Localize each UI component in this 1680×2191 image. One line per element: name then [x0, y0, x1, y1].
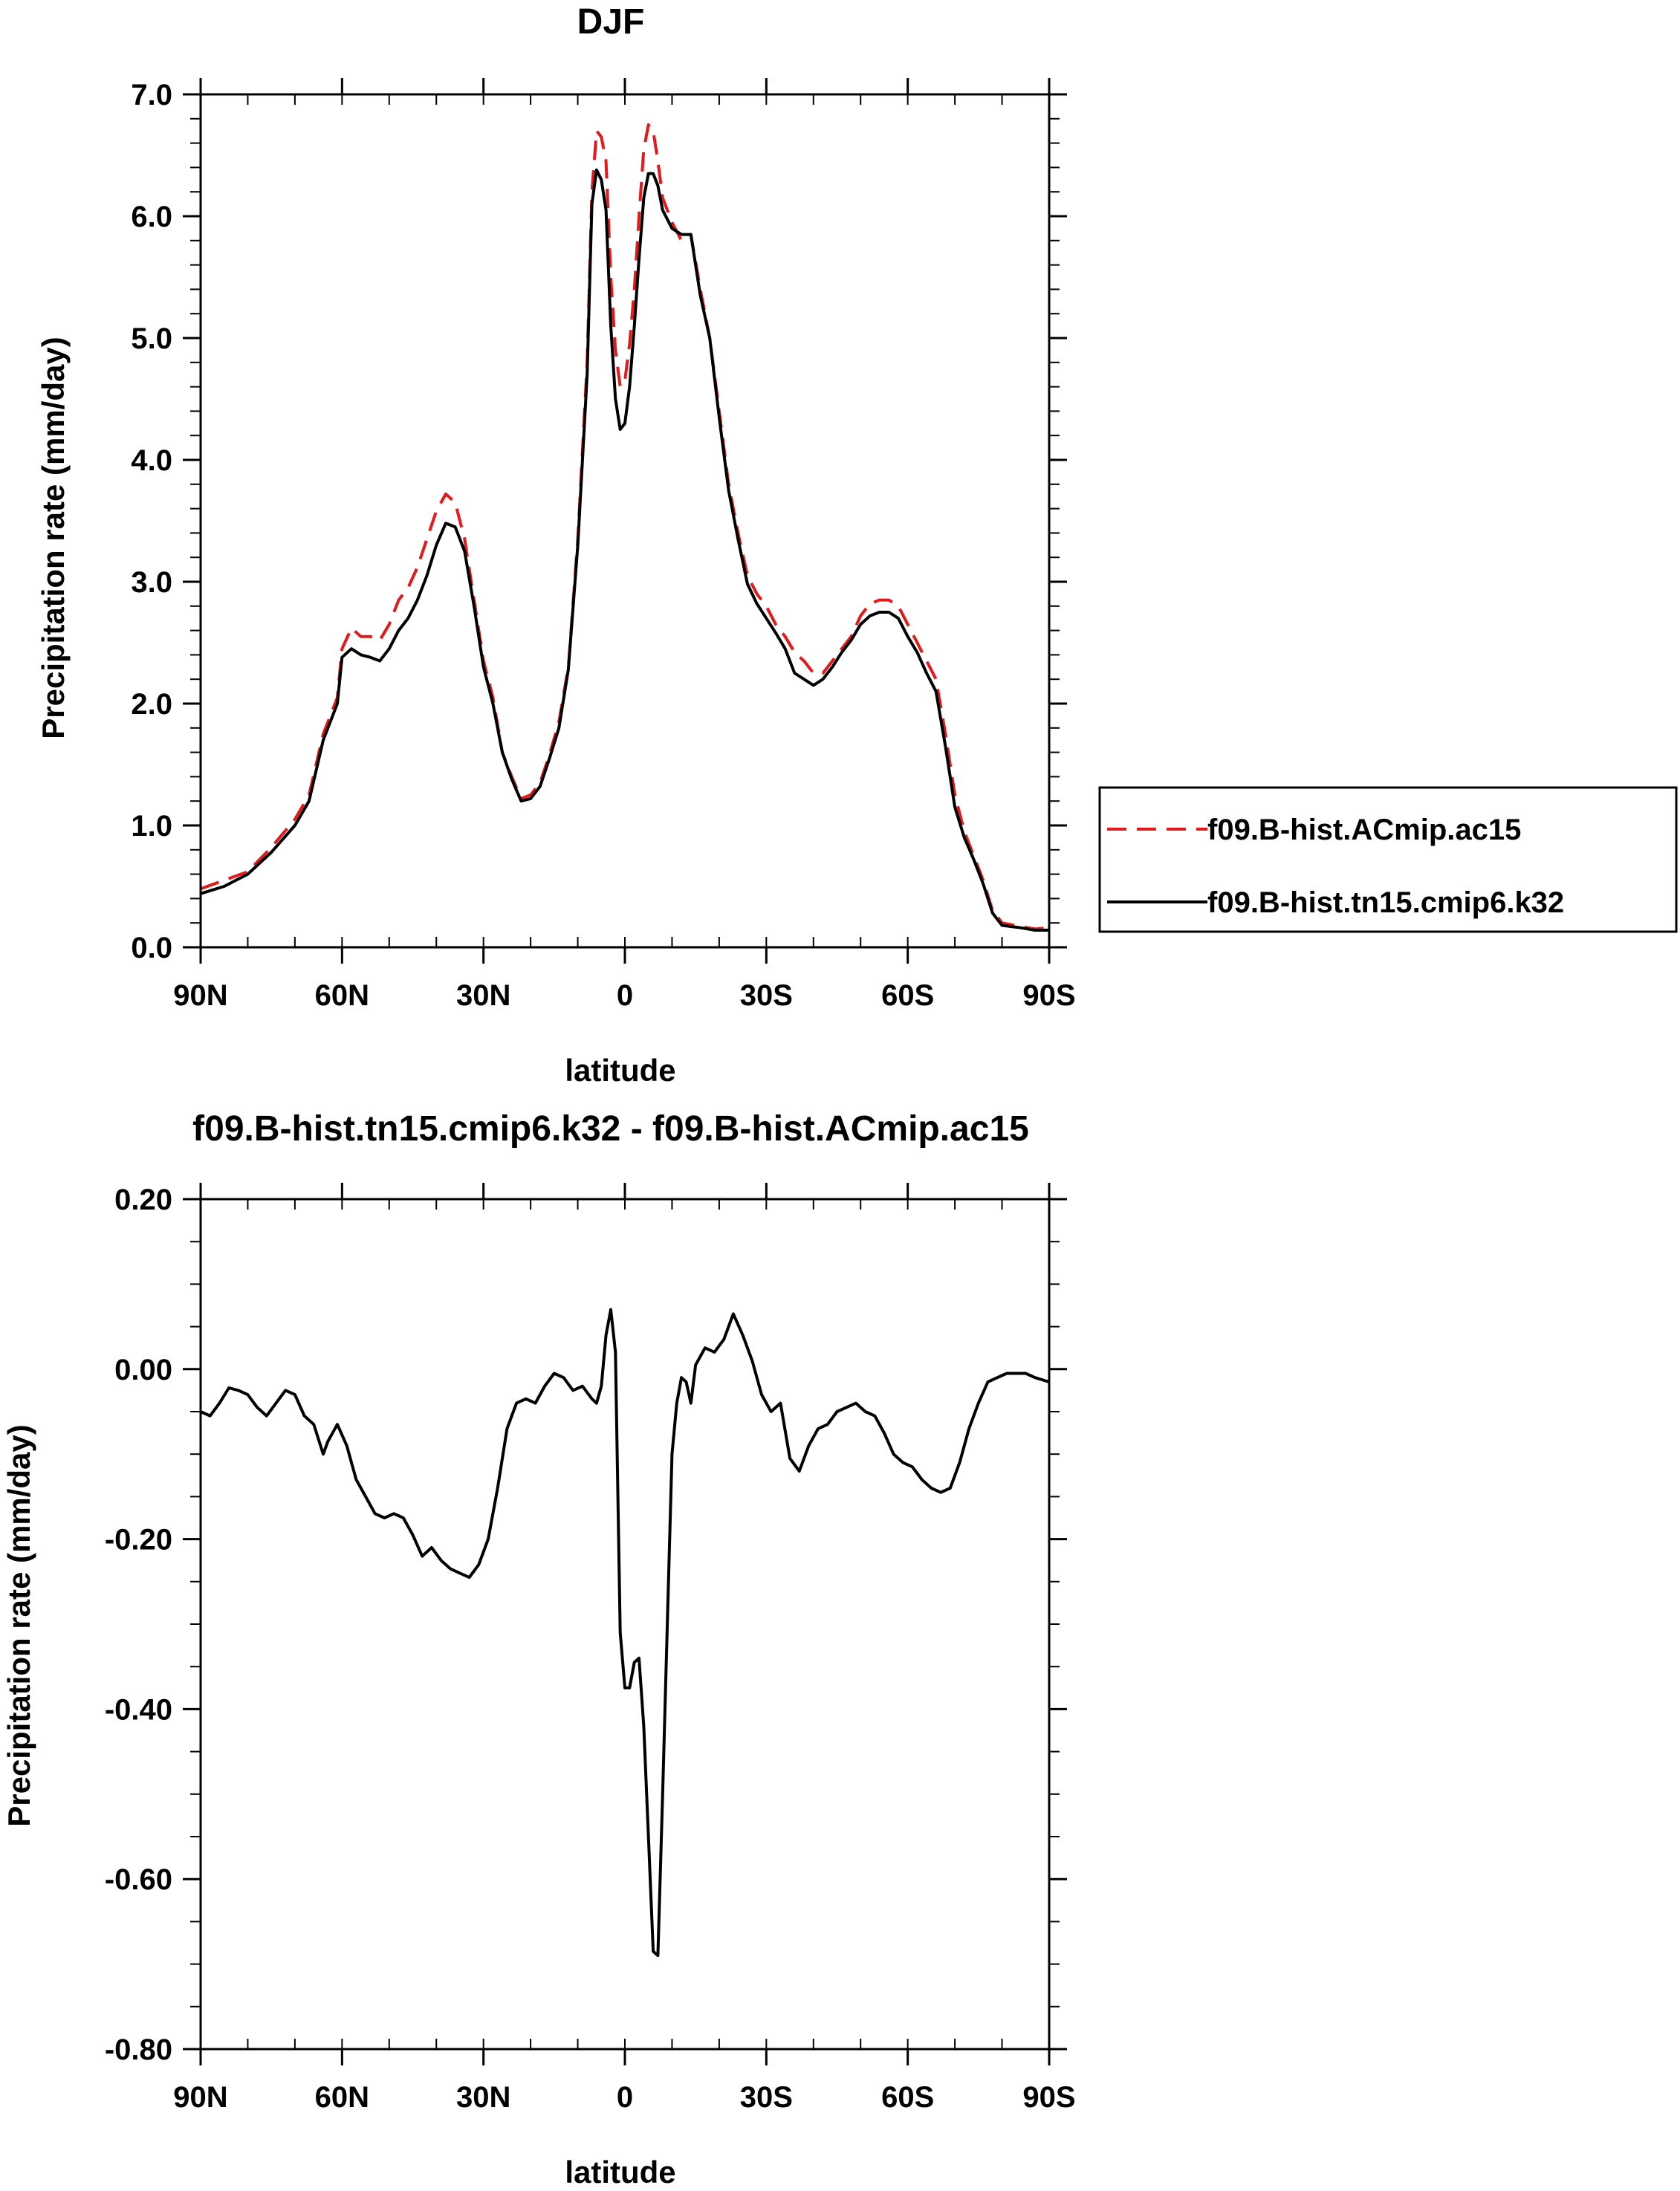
- x-tick-label: 90S: [1022, 979, 1075, 1012]
- y-tick-label: -0.60: [105, 1863, 172, 1896]
- y-tick-label: -0.80: [105, 2033, 172, 2066]
- y-tick-label: 1.0: [131, 810, 172, 843]
- series-line-1-0: [200, 1308, 1050, 1958]
- panel-bottom-y-axis-label: Precipitation rate (mm/day): [1, 1424, 36, 1826]
- x-tick-label: 90N: [173, 2081, 227, 2114]
- y-tick-label: 0.00: [114, 1354, 172, 1386]
- x-tick-label: 60S: [881, 979, 934, 1012]
- y-tick-label: 2.0: [131, 688, 172, 721]
- x-tick-label: 60S: [881, 2081, 934, 2114]
- x-tick-label: 60N: [315, 2081, 369, 2114]
- x-tick-label: 30S: [740, 2081, 793, 2114]
- panel-top-title: DJF: [577, 2, 645, 42]
- y-tick-label: 6.0: [131, 201, 172, 233]
- y-tick-label: 4.0: [131, 444, 172, 477]
- panel-top-x-axis-label: latitude: [565, 1053, 675, 1088]
- panel-top: DJF latitude Precipitation rate (mm/day)…: [36, 2, 1076, 1088]
- panel-top-ticks: 90N 60N 30N 0 30S 60S 90S 0.0 1.0 2.0 3.0 4.0 5.0 6.0…: [131, 78, 1076, 1012]
- series-line-0-1: [200, 168, 1049, 932]
- x-tick-label: 90S: [1022, 2081, 1075, 2114]
- panel-top-frame: [199, 93, 1051, 949]
- x-tick-label: 30N: [456, 979, 510, 1012]
- panel-bottom: f09.B-hist.tn15.cmip6.k32 - f09.B-hist.A…: [1, 1109, 1076, 2190]
- x-tick-label: 0: [617, 979, 633, 1012]
- y-tick-label: 3.0: [131, 566, 172, 599]
- x-tick-label: 60N: [315, 979, 369, 1012]
- y-tick-label: 7.0: [131, 79, 172, 111]
- legend-label-ac15: f09.B-hist.ACmip.ac15: [1207, 814, 1521, 846]
- y-tick-label: 0.20: [114, 1184, 172, 1216]
- panel-bottom-ticks: 90N 60N 30N 0 30S 60S 90S 0.20 0.00 -0.20 -0.40 -0.…: [105, 1183, 1076, 2114]
- legend: f09.B-hist.ACmip.ac15 f09.B-hist.tn15.cm…: [1098, 786, 1678, 933]
- x-tick-label: 30N: [456, 2081, 510, 2114]
- panel-bottom-title: f09.B-hist.tn15.cmip6.k32 - f09.B-hist.A…: [192, 1109, 1029, 1149]
- series-line-0-0: [200, 123, 1050, 931]
- legend-label-k32: f09.B-hist.tn15.cmip6.k32: [1207, 886, 1564, 919]
- panel-bottom-lines: [200, 1308, 1050, 1958]
- x-tick-label: 0: [617, 2081, 633, 2114]
- legend-box: [1098, 786, 1678, 933]
- x-tick-label: 30S: [740, 979, 793, 1012]
- panel-top-lines: [200, 123, 1050, 932]
- panel-bottom-frame: [199, 1198, 1051, 2051]
- y-tick-label: -0.40: [105, 1693, 172, 1726]
- y-tick-label: -0.20: [105, 1524, 172, 1557]
- panel-top-y-axis-label: Precipitation rate (mm/day): [36, 337, 71, 739]
- panel-bottom-x-axis-label: latitude: [565, 2155, 675, 2187]
- x-tick-label: 90N: [173, 979, 227, 1012]
- y-tick-label: 0.0: [131, 932, 172, 964]
- y-tick-label: 5.0: [131, 322, 172, 355]
